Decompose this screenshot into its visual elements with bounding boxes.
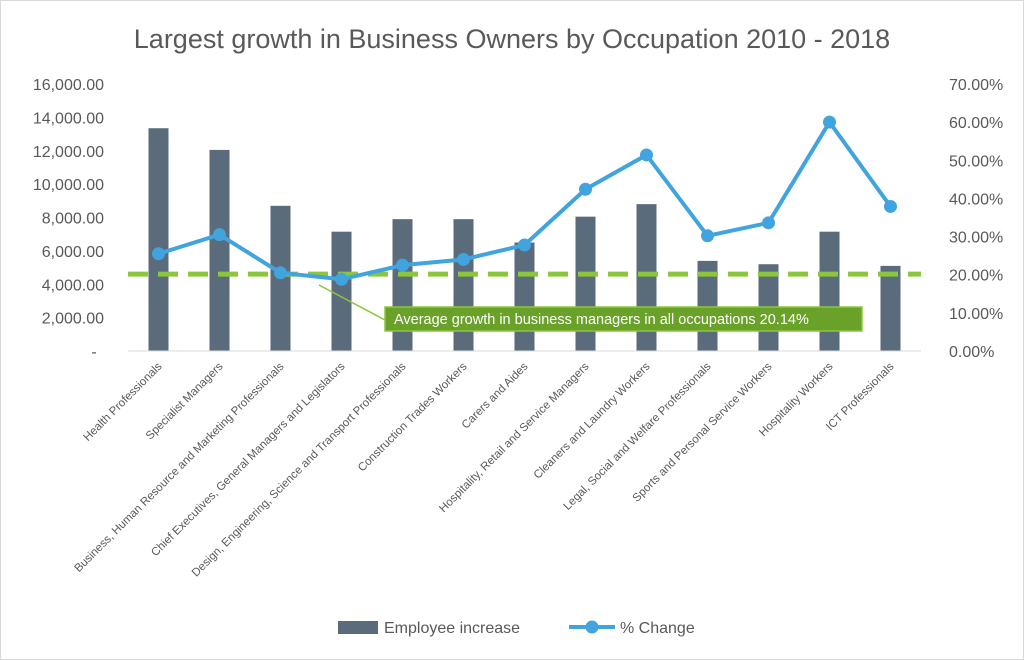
- annotation-box: [384, 306, 863, 332]
- line-point: [396, 258, 409, 272]
- legend-line-label: % Change: [620, 620, 695, 637]
- line-point: [762, 216, 775, 230]
- line-point: [457, 252, 470, 266]
- category-label: ICT Professionals: [824, 360, 897, 433]
- legend-line-marker: [585, 620, 599, 634]
- y-right-tick-label: 50.00%: [949, 153, 1003, 170]
- y-left-tick-label: -: [91, 344, 96, 361]
- y-right-tick-label: 30.00%: [949, 230, 1003, 247]
- y-left-tick-label: 2,000.00: [42, 311, 104, 328]
- y-left-tick-label: 16,000.00: [33, 77, 104, 94]
- line-series-group: [152, 115, 897, 286]
- line-point: [823, 115, 836, 129]
- bar: [148, 128, 169, 351]
- left-axis-ticks: - 2,000.00 4,000.00 6,000.00 8,000.00 10,000.…: [33, 77, 104, 361]
- line-point: [518, 238, 531, 252]
- y-left-tick-label: 12,000.00: [33, 144, 104, 161]
- category-label: Construction Trades Workers: [356, 360, 470, 474]
- annotation-leader-line: [318, 284, 386, 321]
- category-label: Cleaners and Laundry Workers: [532, 360, 653, 481]
- line-point: [274, 266, 287, 280]
- bar: [514, 242, 535, 351]
- category-label: Design, Engineering, Science and Transpo…: [190, 360, 409, 579]
- y-right-tick-label: 70.00%: [949, 77, 1003, 94]
- bar: [880, 265, 901, 351]
- category-label: Business, Human Resource and Marketing P…: [72, 360, 286, 574]
- line-point: [335, 272, 348, 286]
- y-left-tick-label: 4,000.00: [42, 277, 104, 294]
- legend-bar-label: Employee increase: [384, 620, 520, 637]
- line-point: [213, 228, 226, 242]
- annotation-text: Average growth in business managers in a…: [394, 312, 809, 328]
- y-left-tick-label: 14,000.00: [33, 110, 104, 127]
- y-right-tick-label: 0.00%: [949, 344, 994, 361]
- bar: [819, 231, 840, 351]
- category-label: Sports and Personal Service Workers: [631, 360, 775, 504]
- line-point: [640, 148, 653, 162]
- bar: [209, 149, 230, 351]
- y-right-tick-label: 20.00%: [949, 268, 1003, 285]
- y-right-tick-label: 60.00%: [949, 115, 1003, 132]
- annotation-group: Average growth in business managers in a…: [318, 284, 863, 332]
- y-right-tick-label: 10.00%: [949, 306, 1003, 323]
- line-point: [884, 199, 897, 213]
- category-label: Carers and Aides: [460, 360, 531, 431]
- bar: [331, 231, 352, 351]
- y-left-tick-label: 6,000.00: [42, 244, 104, 261]
- y-right-tick-label: 40.00%: [949, 191, 1003, 208]
- line-point: [579, 182, 592, 196]
- line-point: [152, 247, 165, 261]
- y-left-tick-label: 8,000.00: [42, 211, 104, 228]
- legend-bar-swatch: [338, 621, 378, 634]
- right-axis-ticks: 0.00% 10.00% 20.00% 30.00% 40.00% 50.00% 60.00…: [949, 77, 1003, 361]
- line-point: [701, 229, 714, 243]
- legend: Employee increase % Change: [338, 620, 695, 637]
- y-left-tick-label: 10,000.00: [33, 177, 104, 194]
- chart-title: Largest growth in Business Owners by Occ…: [134, 24, 890, 54]
